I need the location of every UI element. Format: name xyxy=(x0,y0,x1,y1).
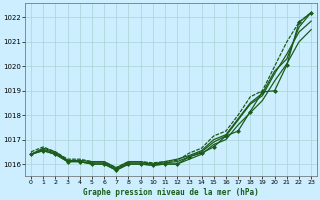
X-axis label: Graphe pression niveau de la mer (hPa): Graphe pression niveau de la mer (hPa) xyxy=(83,188,259,197)
